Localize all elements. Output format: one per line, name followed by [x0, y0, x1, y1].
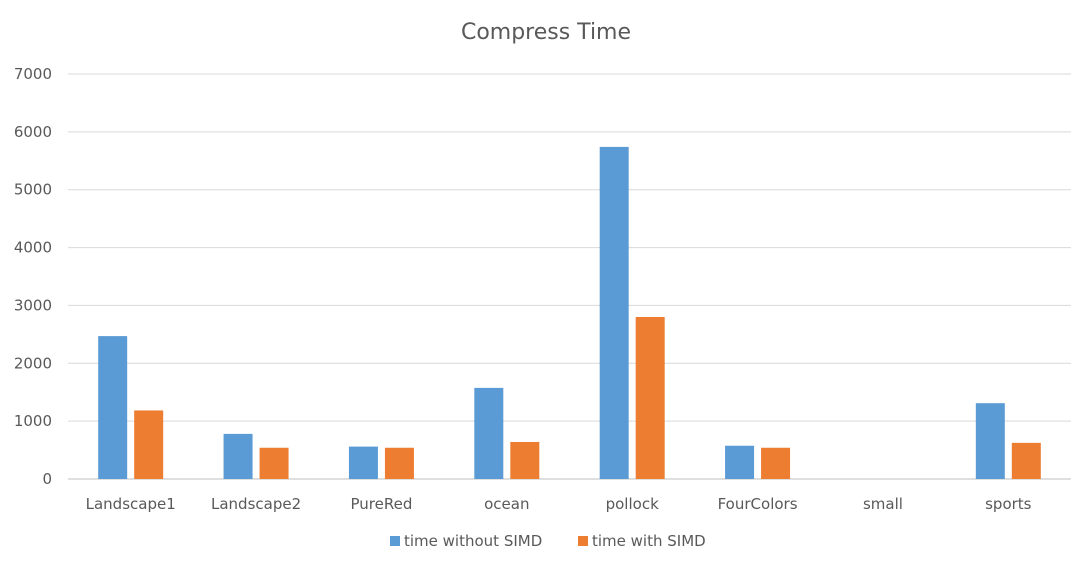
- bar-with-simd-purered: [384, 447, 414, 479]
- bar-with-simd-landscape2: [259, 447, 289, 479]
- x-tick-label: Landscape1: [86, 495, 176, 513]
- y-tick-label: 3000: [14, 296, 52, 314]
- bar-without-simd-sports: [975, 403, 1005, 479]
- legend-label: time without SIMD: [404, 532, 542, 550]
- x-tick-label: PureRed: [351, 495, 413, 513]
- bar-without-simd-pollock: [599, 146, 629, 479]
- x-tick-label: Landscape2: [211, 495, 301, 513]
- bar-with-simd-sports: [1011, 442, 1041, 479]
- y-tick-label: 2000: [14, 354, 52, 372]
- x-tick-label: pollock: [606, 495, 659, 513]
- legend-swatch: [390, 536, 400, 546]
- bar-without-simd-purered: [348, 446, 378, 479]
- bar-with-simd-pollock: [635, 317, 665, 479]
- bar-with-simd-fourcolors: [761, 447, 791, 479]
- y-tick-label: 0: [42, 470, 52, 488]
- x-tick-label: sports: [985, 495, 1032, 513]
- x-tick-label: ocean: [484, 495, 529, 513]
- bar-without-simd-landscape2: [223, 433, 253, 479]
- gridlines: [68, 73, 1071, 480]
- y-tick-label: 5000: [14, 181, 52, 199]
- y-tick-label: 7000: [14, 65, 52, 83]
- bar-without-simd-ocean: [474, 387, 504, 479]
- chart-title: Compress Time: [461, 20, 631, 45]
- x-tick-label: small: [863, 495, 903, 513]
- bar-with-simd-ocean: [510, 441, 540, 479]
- legend-label: time with SIMD: [592, 532, 706, 550]
- y-tick-label: 6000: [14, 123, 52, 141]
- y-tick-label: 4000: [14, 239, 52, 257]
- legend-swatch: [578, 536, 588, 546]
- bar-with-simd-landscape1: [134, 410, 164, 479]
- x-tick-label: FourColors: [718, 495, 798, 513]
- x-axis-ticks: Landscape1 Landscape2 PureRed ocean pollock F…: [86, 495, 1032, 513]
- bars: [98, 146, 1041, 479]
- legend: time without SIMD time with SIMD: [390, 532, 706, 550]
- bar-without-simd-landscape1: [98, 336, 128, 479]
- bar-without-simd-fourcolors: [725, 445, 755, 479]
- y-axis-ticks: 0 1000 2000 3000 4000 5000 6000 7000: [14, 65, 52, 488]
- y-tick-label: 1000: [14, 412, 52, 430]
